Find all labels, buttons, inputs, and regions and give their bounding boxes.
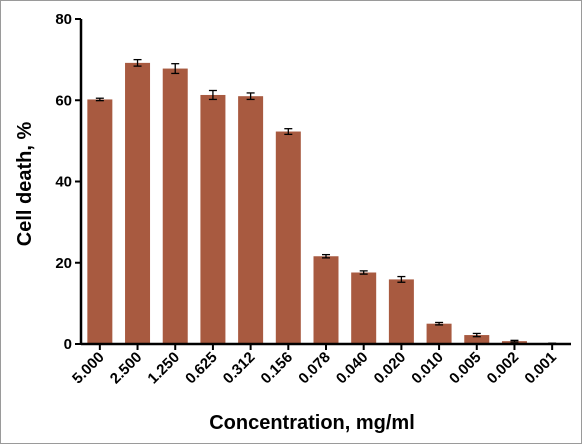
bar-0.156 [276,132,301,344]
y-tick-label: 80 [55,11,72,28]
x-tick-label: 0.078 [295,349,334,388]
bar-2.500 [125,63,150,344]
x-tick-label: 2.500 [107,349,146,388]
x-tick-label: 0.010 [408,349,447,388]
bar-5.000 [87,99,112,344]
x-axis-title: Concentration, mg/ml [209,412,415,434]
bar-1.250 [163,69,188,344]
x-tick-label: 0.040 [333,349,372,388]
bar-0.010 [427,324,452,344]
y-axis-title: Cell death, % [14,122,36,247]
y-ticks-layer: 0 20 40 60 80 [55,11,72,353]
x-tick-label: 0.625 [182,349,221,388]
bar-0.040 [351,273,376,345]
x-tick-label: 1.250 [144,349,183,388]
bar-0.020 [389,279,414,344]
x-tick-label: 0.020 [371,349,410,388]
bar-0.312 [238,96,263,344]
y-tick-label: 20 [55,255,72,272]
y-tick-label: 0 [64,336,72,353]
y-tick-label: 40 [55,174,72,191]
x-tick-label: 0.002 [484,349,523,388]
bars-layer [87,63,564,344]
y-tick-label: 60 [55,92,72,109]
x-tick-label: 0.156 [258,349,297,388]
x-tick-label: 0.005 [446,349,485,388]
x-tick-label: 5.000 [69,349,108,388]
bar-0.078 [314,256,339,344]
x-tick-label: 0.312 [220,349,259,388]
x-tick-label: 0.001 [521,349,560,388]
bar-0.625 [200,95,225,344]
